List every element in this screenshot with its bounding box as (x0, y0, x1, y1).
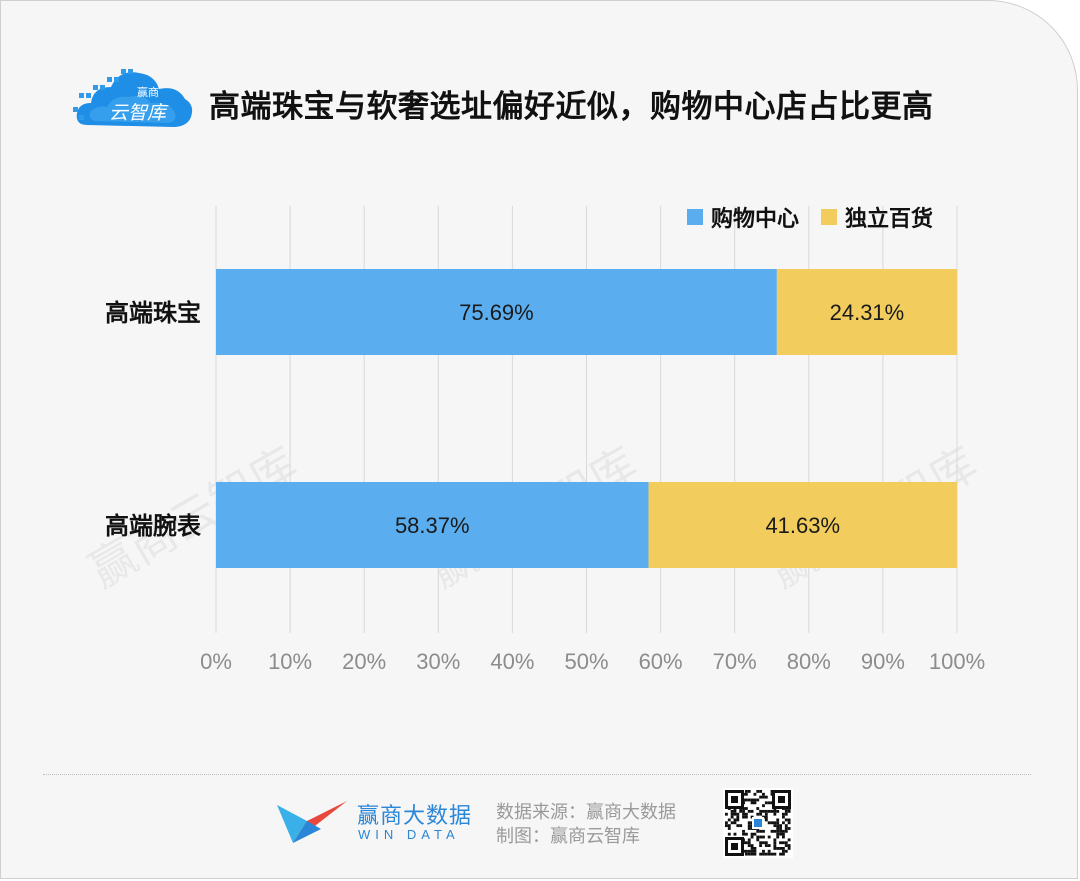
data-label: 41.63% (765, 513, 840, 538)
x-tick-label: 10% (268, 649, 312, 674)
data-label: 75.69% (459, 300, 534, 325)
x-tick-label: 90% (861, 649, 905, 674)
bar-segment (216, 482, 649, 568)
bar-segment (776, 269, 957, 355)
data-source-note: 数据来源：赢商大数据 制图：赢商云智库 (496, 800, 676, 848)
win-data-logo-icon (277, 801, 347, 843)
brand-name-en: WIN DATA (358, 827, 460, 842)
legend-swatch (821, 209, 837, 225)
category-label: 高端珠宝 (105, 299, 201, 327)
data-label: 24.31% (830, 300, 905, 325)
x-tick-label: 40% (490, 649, 534, 674)
source-line: 数据来源：赢商大数据 (496, 802, 676, 822)
chart-title: 高端珠宝与软奢选址偏好近似，购物中心店占比更高 (209, 89, 934, 124)
footer-divider (43, 774, 1031, 775)
x-tick-label: 100% (929, 649, 985, 674)
qr-code-icon[interactable] (723, 788, 793, 858)
x-tick-label: 20% (342, 649, 386, 674)
yingshang-cloud-logo: 赢商 云智库 (73, 69, 193, 127)
brand-name-cn: 赢商大数据 (357, 803, 473, 828)
x-tick-label: 0% (200, 649, 232, 674)
logo-text-main: 云智库 (109, 102, 169, 124)
x-tick-label: 80% (787, 649, 831, 674)
legend-swatch (687, 209, 703, 225)
category-label: 高端腕表 (105, 512, 202, 540)
x-tick-label: 60% (639, 649, 683, 674)
x-tick-label: 30% (416, 649, 460, 674)
bar-segment (648, 482, 957, 568)
legend-label: 独立百货 (845, 206, 933, 232)
stacked-bar-chart: 赢商云智库赢商云智库赢商云智库0%10%20%30%40%50%60%70%80… (80, 206, 986, 674)
data-label: 58.37% (395, 513, 470, 538)
credit-line: 制图：赢商云智库 (496, 826, 640, 846)
logo-text-top: 赢商 (137, 85, 159, 99)
bar-segment (216, 269, 777, 355)
x-tick-label: 50% (564, 649, 608, 674)
x-tick-label: 70% (713, 649, 757, 674)
legend-label: 购物中心 (711, 206, 799, 232)
